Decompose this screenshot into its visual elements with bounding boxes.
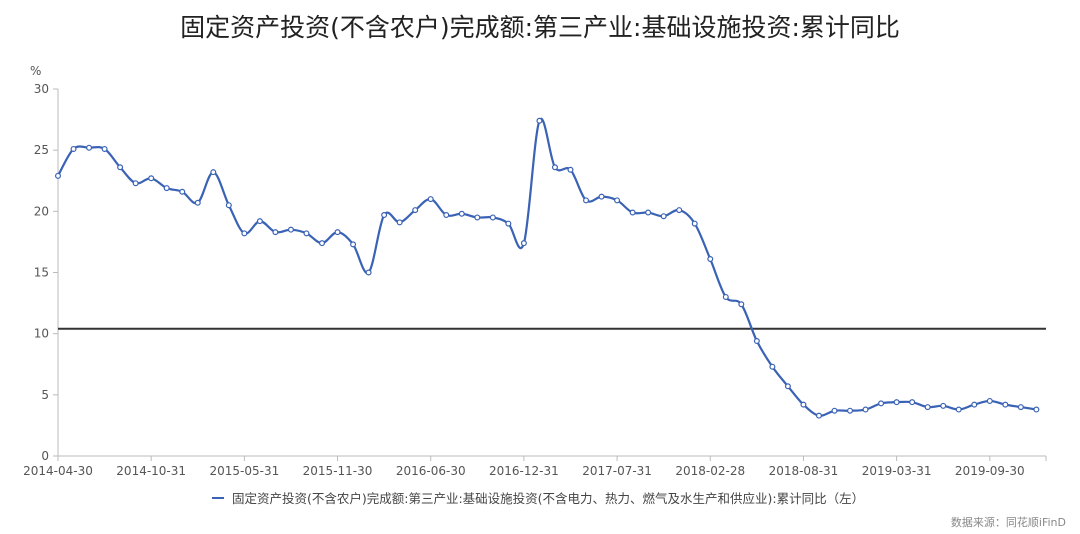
y-tick-label: 25 bbox=[34, 143, 49, 157]
data-point bbox=[862, 406, 869, 413]
data-point bbox=[210, 169, 217, 176]
data-point bbox=[412, 207, 419, 214]
x-tick-label: 2015-05-31 bbox=[209, 464, 279, 478]
data-point bbox=[489, 214, 496, 221]
data-point bbox=[831, 407, 838, 414]
data-point bbox=[536, 117, 543, 124]
y-tick-label: 5 bbox=[41, 388, 49, 402]
data-point bbox=[148, 175, 155, 182]
data-point bbox=[893, 399, 900, 406]
legend[interactable]: 固定资产投资(不含农户)完成额:第三产业:基础设施投资(不含电力、热力、燃气及水… bbox=[212, 488, 864, 507]
x-tick-label: 2015-11-30 bbox=[303, 464, 373, 478]
data-point bbox=[551, 164, 558, 171]
data-point bbox=[427, 196, 434, 203]
data-point bbox=[940, 402, 947, 409]
data-point bbox=[194, 199, 201, 206]
data-point bbox=[303, 230, 310, 237]
x-tick-label: 2019-09-30 bbox=[955, 464, 1025, 478]
data-point bbox=[70, 145, 77, 152]
data-point bbox=[505, 220, 512, 227]
data-point bbox=[272, 229, 279, 236]
data-point bbox=[381, 212, 388, 219]
x-tick-label: 2018-08-31 bbox=[769, 464, 839, 478]
data-point bbox=[225, 202, 232, 209]
x-tick-label: 2019-03-31 bbox=[862, 464, 932, 478]
data-point bbox=[334, 229, 341, 236]
data-point bbox=[986, 397, 993, 404]
data-point bbox=[396, 219, 403, 226]
data-point bbox=[1017, 404, 1024, 411]
data-point bbox=[847, 407, 854, 414]
data-point bbox=[443, 212, 450, 219]
data-point bbox=[520, 240, 527, 247]
data-point bbox=[924, 404, 931, 411]
data-point bbox=[753, 338, 760, 345]
data-point bbox=[614, 197, 621, 204]
y-axis-unit: % bbox=[30, 64, 41, 78]
data-point bbox=[256, 218, 263, 225]
data-point bbox=[784, 383, 791, 390]
x-tick-label: 2014-10-31 bbox=[116, 464, 186, 478]
data-point bbox=[101, 145, 108, 152]
y-tick-label: 0 bbox=[41, 449, 49, 463]
data-point bbox=[287, 226, 294, 233]
x-tick-label: 2014-04-30 bbox=[23, 464, 93, 478]
x-tick-label: 2016-12-31 bbox=[489, 464, 559, 478]
data-point bbox=[54, 172, 61, 179]
data-point bbox=[660, 213, 667, 220]
y-tick-label: 15 bbox=[34, 266, 49, 280]
data-point bbox=[458, 210, 465, 217]
data-point bbox=[800, 401, 807, 408]
y-tick-label: 30 bbox=[34, 82, 49, 96]
data-point bbox=[955, 406, 962, 413]
x-tick-label: 2016-06-30 bbox=[396, 464, 466, 478]
data-point bbox=[319, 240, 326, 247]
legend-swatch bbox=[212, 496, 224, 499]
y-tick-label: 20 bbox=[34, 204, 49, 218]
data-point bbox=[707, 256, 714, 263]
data-point bbox=[163, 185, 170, 192]
data-point bbox=[241, 230, 248, 237]
data-point bbox=[909, 399, 916, 406]
data-point bbox=[738, 301, 745, 308]
y-tick-label: 10 bbox=[34, 327, 49, 341]
data-point bbox=[629, 209, 636, 216]
data-point bbox=[691, 220, 698, 227]
data-point bbox=[583, 197, 590, 204]
data-point bbox=[132, 180, 139, 187]
data-point bbox=[676, 207, 683, 214]
x-tick-label: 2017-07-31 bbox=[582, 464, 652, 478]
data-point bbox=[474, 214, 481, 221]
data-point bbox=[645, 209, 652, 216]
series-line bbox=[57, 117, 1037, 417]
data-point bbox=[86, 144, 93, 151]
data-point bbox=[365, 269, 372, 276]
data-point bbox=[878, 400, 885, 407]
data-point bbox=[1033, 406, 1040, 413]
data-point bbox=[598, 193, 605, 200]
x-tick-label: 2018-02-28 bbox=[675, 464, 745, 478]
data-point bbox=[567, 166, 574, 173]
data-point bbox=[722, 293, 729, 300]
data-point bbox=[769, 363, 776, 370]
data-point bbox=[1002, 401, 1009, 408]
source-note: 数据来源：同花顺iFinD bbox=[950, 516, 1066, 529]
chart-title: 固定资产投资(不含农户)完成额:第三产业:基础设施投资:累计同比 bbox=[180, 13, 900, 42]
data-point bbox=[117, 164, 124, 171]
data-point bbox=[350, 241, 357, 248]
data-point bbox=[815, 412, 822, 419]
data-point bbox=[179, 188, 186, 195]
data-point bbox=[971, 401, 978, 408]
legend-label: 固定资产投资(不含农户)完成额:第三产业:基础设施投资(不含电力、热力、燃气及水… bbox=[232, 491, 865, 506]
